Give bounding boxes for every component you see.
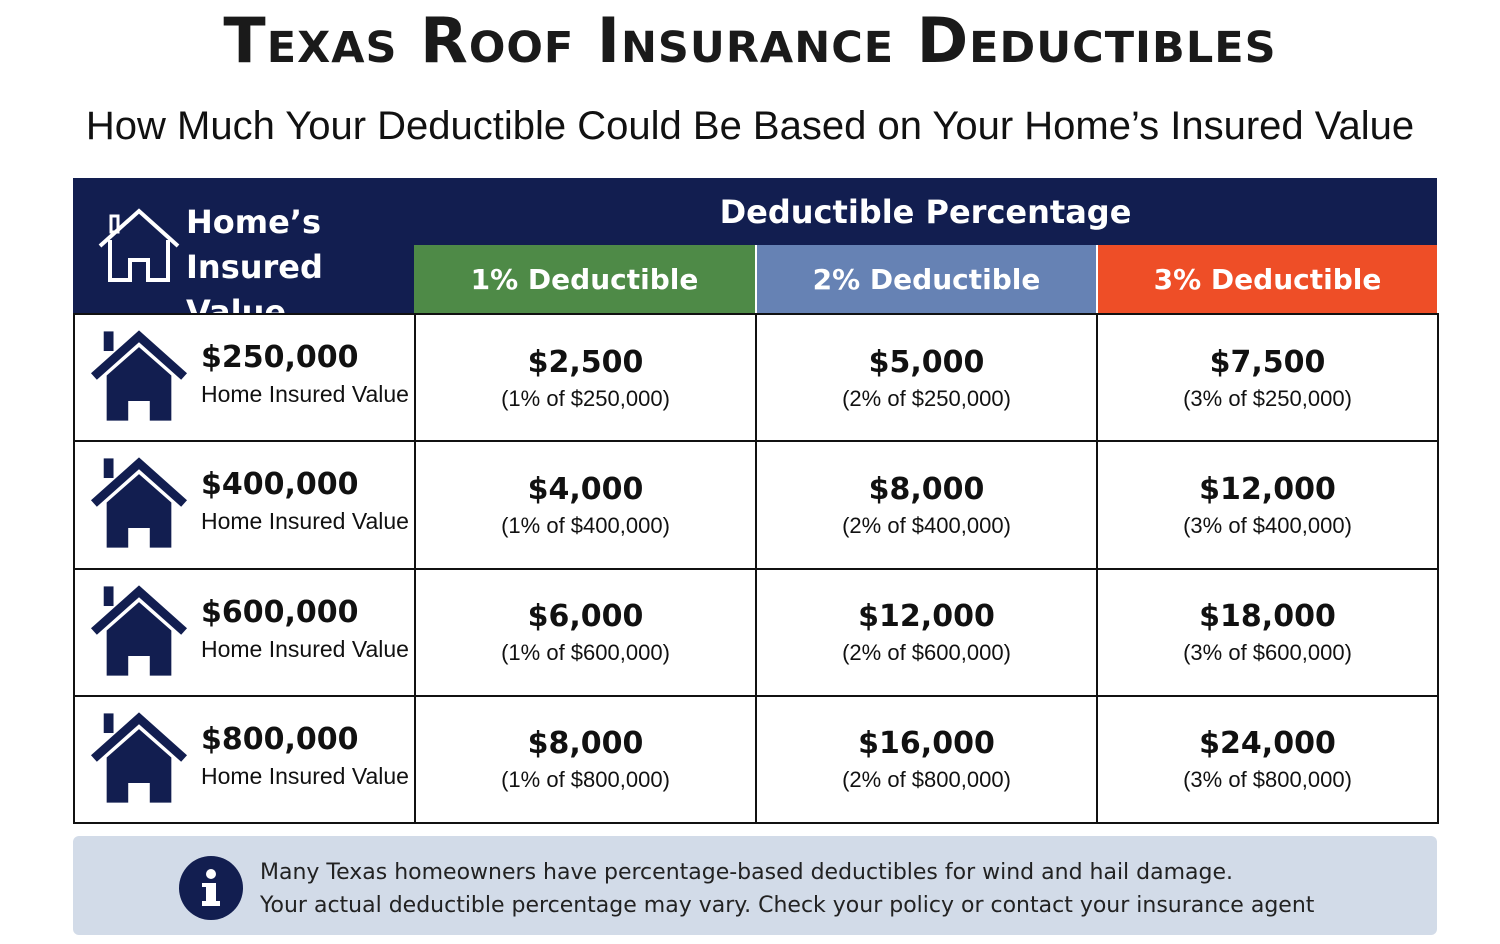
deductible-note: (2% of $250,000) xyxy=(842,385,1011,411)
deductible-cell: $2,500 (1% of $250,000) xyxy=(414,313,757,443)
deductible-note: (1% of $600,000) xyxy=(501,640,670,666)
corner-label: Home’s Insured Value xyxy=(186,200,416,335)
subtitle: How Much Your Deductible Could Be Based … xyxy=(85,104,1415,148)
deductible-amount: $4,000 xyxy=(527,471,644,507)
deductible-cell: $12,000 (3% of $400,000) xyxy=(1096,440,1439,570)
deductible-amount: $6,000 xyxy=(527,599,644,635)
home-value: $250,000 xyxy=(201,340,359,375)
home-value: $600,000 xyxy=(201,594,359,630)
roof xyxy=(90,457,188,508)
deductible-cell: $24,000 (3% of $800,000) xyxy=(1096,694,1439,824)
deductible-cell: $16,000 (2% of $800,000) xyxy=(755,694,1098,824)
column-header: 1% Deductible xyxy=(414,245,755,313)
deductible-cell: $12,000 (2% of $600,000) xyxy=(755,567,1098,697)
deductible-amount: $8,000 xyxy=(868,471,985,507)
info-icon xyxy=(179,856,243,920)
home-value: $800,000 xyxy=(201,721,359,757)
deductible-amount: $2,500 xyxy=(527,344,644,380)
roof xyxy=(90,584,188,635)
deductible-amount: $18,000 xyxy=(1199,599,1336,635)
deductible-cell: $8,000 (1% of $800,000) xyxy=(414,694,757,824)
house-icon xyxy=(90,457,188,548)
row-text: $400,000 Home Insured Value xyxy=(201,464,409,536)
deductible-cell: $8,000 (2% of $400,000) xyxy=(755,440,1098,570)
chimney xyxy=(103,713,114,733)
row-text: $800,000 Home Insured Value xyxy=(201,719,409,791)
deductible-note: (3% of $800,000) xyxy=(1183,767,1352,793)
note-box: Many Texas homeowners have percentage-ba… xyxy=(73,836,1437,935)
roof xyxy=(90,712,188,762)
home-value-label: Home Insured Value xyxy=(201,508,409,535)
corner-header: Home’s Insured Value xyxy=(73,178,416,331)
row-header: $400,000 Home Insured Value xyxy=(73,440,416,570)
row-header: $800,000 Home Insured Value xyxy=(73,694,416,824)
deductible-amount: $12,000 xyxy=(858,599,995,635)
home-value: $400,000 xyxy=(201,467,359,503)
home-value-label: Home Insured Value xyxy=(201,635,409,662)
row-header: $250,000 Home Insured Value xyxy=(73,313,416,443)
deductible-note: (1% of $800,000) xyxy=(501,767,670,793)
chimney xyxy=(103,458,114,479)
chimney xyxy=(103,331,114,352)
column-header: 2% Deductible xyxy=(757,245,1096,313)
title: Texas Roof Insurance Deductibles xyxy=(223,4,1277,77)
column-header: 3% Deductible xyxy=(1098,245,1437,313)
deductible-cell: $6,000 (1% of $600,000) xyxy=(414,567,757,697)
corner-line: Home’s xyxy=(186,203,322,241)
home-value-label: Home Insured Value xyxy=(201,762,409,789)
house-body xyxy=(106,728,172,803)
deductible-note: (3% of $400,000) xyxy=(1183,512,1352,538)
note-text: Many Texas homeowners have percentage-ba… xyxy=(260,856,1314,922)
chimney xyxy=(103,585,114,606)
deductible-amount: $5,000 xyxy=(868,344,985,380)
house-icon xyxy=(90,584,188,676)
deductible-note: (2% of $400,000) xyxy=(842,512,1011,538)
house-body xyxy=(106,474,172,548)
house-body xyxy=(106,347,172,421)
deductible-cell: $4,000 (1% of $400,000) xyxy=(414,440,757,570)
deductible-note: (1% of $400,000) xyxy=(501,512,670,538)
house-outline-icon xyxy=(98,208,180,282)
home-value-label: Home Insured Value xyxy=(201,381,409,407)
deductible-amount: $24,000 xyxy=(1199,726,1336,762)
deductible-cell: $18,000 (3% of $600,000) xyxy=(1096,567,1439,697)
deductible-note: (2% of $800,000) xyxy=(842,767,1011,793)
row-text: $250,000 Home Insured Value xyxy=(201,337,409,409)
deductible-cell: $5,000 (2% of $250,000) xyxy=(755,313,1098,443)
deductible-amount: $8,000 xyxy=(527,726,644,762)
deductible-amount: $16,000 xyxy=(858,726,995,762)
deductible-amount: $12,000 xyxy=(1199,471,1336,507)
deductible-cell: $7,500 (3% of $250,000) xyxy=(1096,313,1439,443)
deductible-amount: $7,500 xyxy=(1209,344,1326,380)
row-header: $600,000 Home Insured Value xyxy=(73,567,416,697)
group-header: Deductible Percentage xyxy=(414,178,1437,245)
deductible-note: (2% of $600,000) xyxy=(842,640,1011,666)
house-icon xyxy=(90,330,188,421)
note-line: Your actual deductible percentage may va… xyxy=(260,893,1315,918)
note-line: Many Texas homeowners have percentage-ba… xyxy=(260,860,1234,885)
house-icon xyxy=(90,712,188,803)
house-body xyxy=(106,601,172,676)
deductible-note: (3% of $250,000) xyxy=(1183,385,1352,411)
row-text: $600,000 Home Insured Value xyxy=(201,592,409,664)
deductible-note: (3% of $600,000) xyxy=(1183,640,1352,666)
deductible-note: (1% of $250,000) xyxy=(501,385,670,411)
roof xyxy=(90,330,188,380)
